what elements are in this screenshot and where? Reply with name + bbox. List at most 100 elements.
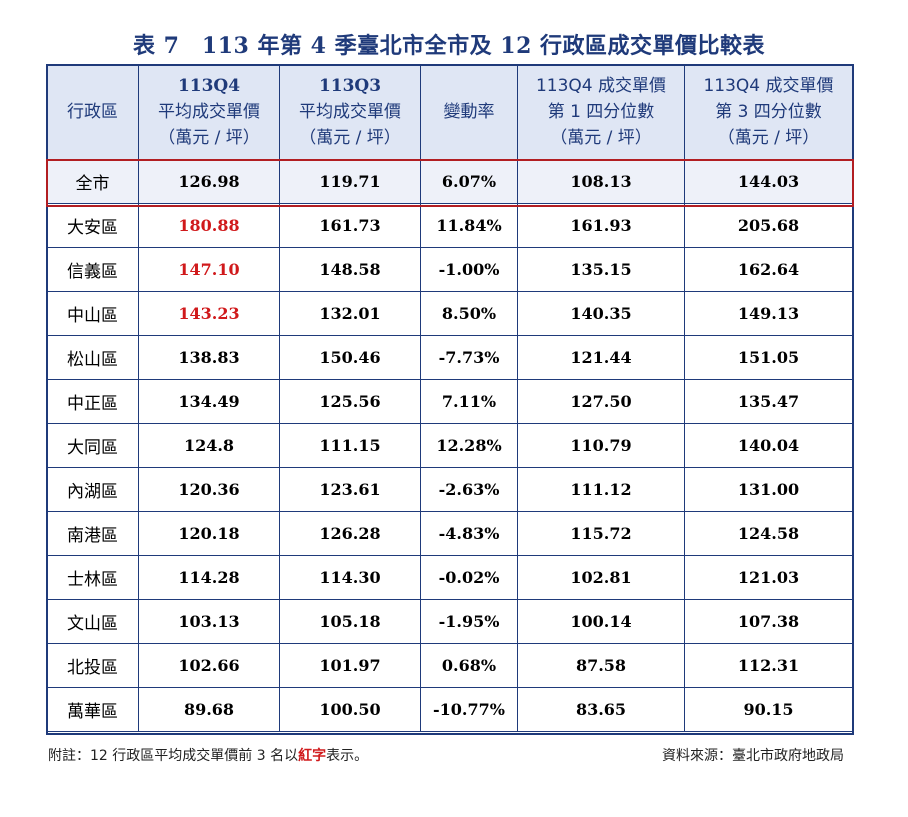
table-row: 中山區 143.23 132.01 8.50% 140.35 149.13 xyxy=(46,291,853,336)
third-quartile-cell: 124.58 xyxy=(684,511,853,556)
first-quartile-cell: 161.93 xyxy=(517,203,685,248)
first-quartile-cell: 100.14 xyxy=(517,599,685,644)
district-name: 士林區 xyxy=(46,555,139,600)
table-row: 南港區 120.18 126.28 -4.83% 115.72 124.58 xyxy=(46,511,853,556)
table-row: 內湖區 120.36 123.61 -2.63% 111.12 131.00 xyxy=(46,467,853,512)
q4-average-cell: 124.8 xyxy=(138,423,280,468)
third-quartile-cell: 135.47 xyxy=(684,379,853,424)
header-q3-average: 113Q3 平均成交單價 （萬元 / 坪） xyxy=(279,64,421,160)
third-quartile-cell: 140.04 xyxy=(684,423,853,468)
q4-average-cell: 147.10 xyxy=(138,247,280,292)
change-rate-cell: 7.11% xyxy=(420,379,518,424)
q3-average-cell: 126.28 xyxy=(279,511,421,556)
first-quartile-cell: 102.81 xyxy=(517,555,685,600)
q4-average-cell: 102.66 xyxy=(138,643,280,688)
table-row: 大同區 124.8 111.15 12.28% 110.79 140.04 xyxy=(46,423,853,468)
footnote-highlight: 紅字 xyxy=(298,748,327,764)
district-name: 大同區 xyxy=(46,423,139,468)
q3-average-cell: 150.46 xyxy=(279,335,421,380)
table-row: 信義區 147.10 148.58 -1.00% 135.15 162.64 xyxy=(46,247,853,292)
price-comparison-table: 行政區 113Q4 平均成交單價 （萬元 / 坪） 113Q3 平均成交單價 （萬元 /… xyxy=(46,64,853,732)
district-name: 中正區 xyxy=(46,379,139,424)
change-rate-cell: -4.83% xyxy=(420,511,518,556)
change-rate-cell: -7.73% xyxy=(420,335,518,380)
first-quartile-cell: 121.44 xyxy=(517,335,685,380)
first-quartile-cell: 135.15 xyxy=(517,247,685,292)
first-quartile-cell: 87.58 xyxy=(517,643,685,688)
header-row: 行政區 113Q4 平均成交單價 （萬元 / 坪） 113Q3 平均成交單價 （萬元 /… xyxy=(46,64,853,160)
third-quartile-cell: 151.05 xyxy=(684,335,853,380)
q4-average-cell: 126.98 xyxy=(138,159,280,204)
district-name: 文山區 xyxy=(46,599,139,644)
change-rate-cell: 0.68% xyxy=(420,643,518,688)
q3-average-cell: 111.15 xyxy=(279,423,421,468)
first-quartile-cell: 83.65 xyxy=(517,687,685,732)
change-rate-cell: 12.28% xyxy=(420,423,518,468)
total-row: 全市 126.98 119.71 6.07% 108.13 144.03 xyxy=(46,159,853,204)
change-rate-cell: 8.50% xyxy=(420,291,518,336)
q3-average-cell: 105.18 xyxy=(279,599,421,644)
q4-average-cell: 180.88 xyxy=(138,203,280,248)
q3-average-cell: 100.50 xyxy=(279,687,421,732)
change-rate-cell: 6.07% xyxy=(420,159,518,204)
district-name: 大安區 xyxy=(46,203,139,248)
q4-average-cell: 103.13 xyxy=(138,599,280,644)
district-name: 中山區 xyxy=(46,291,139,336)
third-quartile-cell: 121.03 xyxy=(684,555,853,600)
header-third-quartile: 113Q4 成交單價第 3 四分位數 （萬元 / 坪） xyxy=(684,64,853,160)
table-row: 松山區 138.83 150.46 -7.73% 121.44 151.05 xyxy=(46,335,853,380)
change-rate-cell: -0.02% xyxy=(420,555,518,600)
q4-average-cell: 114.28 xyxy=(138,555,280,600)
first-quartile-cell: 111.12 xyxy=(517,467,685,512)
third-quartile-cell: 131.00 xyxy=(684,467,853,512)
q3-average-cell: 148.58 xyxy=(279,247,421,292)
q3-average-cell: 101.97 xyxy=(279,643,421,688)
first-quartile-cell: 127.50 xyxy=(517,379,685,424)
table-row: 大安區 180.88 161.73 11.84% 161.93 205.68 xyxy=(46,203,853,248)
q4-average-cell: 120.18 xyxy=(138,511,280,556)
district-name: 南港區 xyxy=(46,511,139,556)
district-name: 內湖區 xyxy=(46,467,139,512)
q3-average-cell: 123.61 xyxy=(279,467,421,512)
change-rate-cell: -10.77% xyxy=(420,687,518,732)
third-quartile-cell: 107.38 xyxy=(684,599,853,644)
q3-average-cell: 161.73 xyxy=(279,203,421,248)
first-quartile-cell: 140.35 xyxy=(517,291,685,336)
table-row: 中正區 134.49 125.56 7.11% 127.50 135.47 xyxy=(46,379,853,424)
q4-average-cell: 143.23 xyxy=(138,291,280,336)
third-quartile-cell: 112.31 xyxy=(684,643,853,688)
q4-average-cell: 120.36 xyxy=(138,467,280,512)
table-row: 萬華區 89.68 100.50 -10.77% 83.65 90.15 xyxy=(46,687,853,732)
change-rate-cell: 11.84% xyxy=(420,203,518,248)
change-rate-cell: -1.95% xyxy=(420,599,518,644)
table-row: 北投區 102.66 101.97 0.68% 87.58 112.31 xyxy=(46,643,853,688)
q3-average-cell: 132.01 xyxy=(279,291,421,336)
first-quartile-cell: 108.13 xyxy=(517,159,685,204)
table-row: 文山區 103.13 105.18 -1.95% 100.14 107.38 xyxy=(46,599,853,644)
third-quartile-cell: 162.64 xyxy=(684,247,853,292)
first-quartile-cell: 115.72 xyxy=(517,511,685,556)
q4-average-cell: 134.49 xyxy=(138,379,280,424)
third-quartile-cell: 149.13 xyxy=(684,291,853,336)
q3-average-cell: 125.56 xyxy=(279,379,421,424)
q4-average-cell: 138.83 xyxy=(138,335,280,380)
table-row: 士林區 114.28 114.30 -0.02% 102.81 121.03 xyxy=(46,555,853,600)
district-name: 全市 xyxy=(46,159,139,204)
district-name: 松山區 xyxy=(46,335,139,380)
district-name: 北投區 xyxy=(46,643,139,688)
header-first-quartile: 113Q4 成交單價第 1 四分位數 （萬元 / 坪） xyxy=(517,64,685,160)
footnote: 附註：12 行政區平均成交單價前 3 名以紅字表示。 xyxy=(48,748,369,764)
q3-average-cell: 114.30 xyxy=(279,555,421,600)
header-change-rate: 變動率 xyxy=(420,64,518,160)
data-source: 資料來源：臺北市政府地政局 xyxy=(662,748,844,764)
third-quartile-cell: 144.03 xyxy=(684,159,853,204)
header-district: 行政區 xyxy=(46,64,139,160)
q3-average-cell: 119.71 xyxy=(279,159,421,204)
third-quartile-cell: 205.68 xyxy=(684,203,853,248)
q4-average-cell: 89.68 xyxy=(138,687,280,732)
change-rate-cell: -1.00% xyxy=(420,247,518,292)
district-name: 信義區 xyxy=(46,247,139,292)
change-rate-cell: -2.63% xyxy=(420,467,518,512)
table-title: 表 7 113 年第 4 季臺北市全市及 12 行政區成交單價比較表 xyxy=(132,33,766,59)
first-quartile-cell: 110.79 xyxy=(517,423,685,468)
